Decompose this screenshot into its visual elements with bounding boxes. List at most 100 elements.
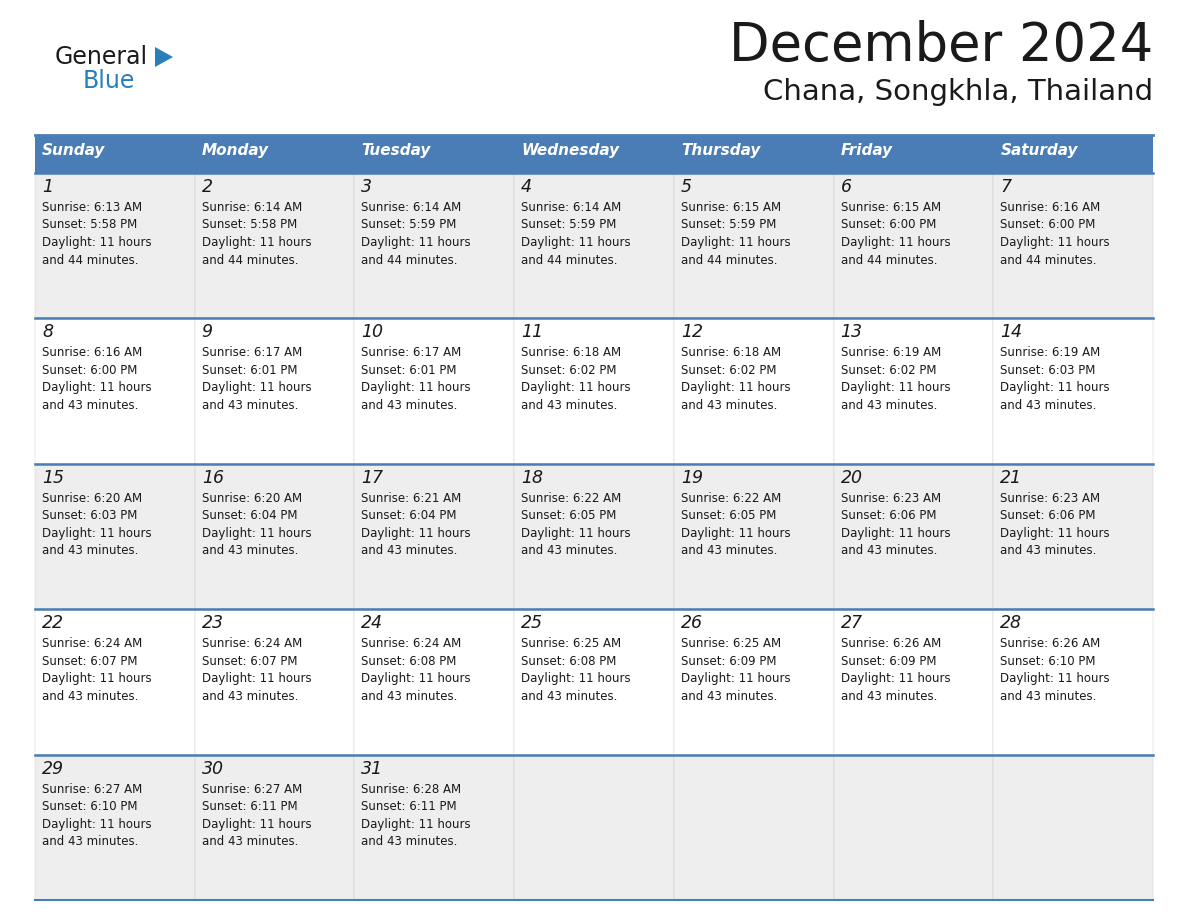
Text: 30: 30: [202, 759, 223, 778]
Text: Friday: Friday: [841, 143, 892, 158]
Bar: [354, 610, 514, 755]
Bar: [514, 755, 674, 900]
Text: Daylight: 11 hours: Daylight: 11 hours: [361, 381, 472, 395]
Bar: [354, 135, 514, 173]
Text: and 43 minutes.: and 43 minutes.: [681, 544, 777, 557]
Text: and 43 minutes.: and 43 minutes.: [202, 835, 298, 848]
Text: 26: 26: [681, 614, 703, 633]
Bar: [674, 464, 834, 610]
Text: Sunset: 6:10 PM: Sunset: 6:10 PM: [1000, 655, 1095, 667]
Text: Sunrise: 6:26 AM: Sunrise: 6:26 AM: [841, 637, 941, 650]
Text: Daylight: 11 hours: Daylight: 11 hours: [522, 527, 631, 540]
Text: and 43 minutes.: and 43 minutes.: [522, 544, 618, 557]
Text: 14: 14: [1000, 323, 1023, 341]
Text: 20: 20: [841, 469, 862, 487]
Bar: [993, 755, 1154, 900]
Text: Sunrise: 6:18 AM: Sunrise: 6:18 AM: [522, 346, 621, 360]
Text: Sunrise: 6:24 AM: Sunrise: 6:24 AM: [202, 637, 302, 650]
Text: Daylight: 11 hours: Daylight: 11 hours: [202, 381, 311, 395]
Text: 25: 25: [522, 614, 543, 633]
Bar: [34, 135, 195, 173]
Text: Daylight: 11 hours: Daylight: 11 hours: [841, 236, 950, 249]
Text: Sunset: 6:07 PM: Sunset: 6:07 PM: [202, 655, 297, 667]
Text: Sunset: 6:01 PM: Sunset: 6:01 PM: [361, 364, 457, 377]
Text: Sunrise: 6:19 AM: Sunrise: 6:19 AM: [841, 346, 941, 360]
Text: Daylight: 11 hours: Daylight: 11 hours: [361, 236, 472, 249]
Text: Sunset: 6:11 PM: Sunset: 6:11 PM: [202, 800, 297, 813]
Text: 27: 27: [841, 614, 862, 633]
Text: Sunset: 6:10 PM: Sunset: 6:10 PM: [42, 800, 138, 813]
Text: Chana, Songkhla, Thailand: Chana, Songkhla, Thailand: [763, 78, 1154, 106]
Text: Sunrise: 6:21 AM: Sunrise: 6:21 AM: [361, 492, 462, 505]
Text: Sunrise: 6:16 AM: Sunrise: 6:16 AM: [1000, 201, 1100, 214]
Text: Daylight: 11 hours: Daylight: 11 hours: [522, 381, 631, 395]
Text: Daylight: 11 hours: Daylight: 11 hours: [681, 381, 790, 395]
Text: 10: 10: [361, 323, 384, 341]
Text: Daylight: 11 hours: Daylight: 11 hours: [42, 236, 152, 249]
Text: Sunrise: 6:25 AM: Sunrise: 6:25 AM: [522, 637, 621, 650]
Text: Sunset: 6:03 PM: Sunset: 6:03 PM: [1000, 364, 1095, 377]
Bar: [674, 319, 834, 464]
Bar: [514, 319, 674, 464]
Text: Daylight: 11 hours: Daylight: 11 hours: [361, 527, 472, 540]
Text: Daylight: 11 hours: Daylight: 11 hours: [42, 818, 152, 831]
Text: Sunset: 5:59 PM: Sunset: 5:59 PM: [681, 218, 776, 231]
Text: Sunset: 6:08 PM: Sunset: 6:08 PM: [361, 655, 457, 667]
Text: 23: 23: [202, 614, 223, 633]
Text: 8: 8: [42, 323, 53, 341]
Text: and 43 minutes.: and 43 minutes.: [1000, 544, 1097, 557]
Text: 17: 17: [361, 469, 384, 487]
Text: Monday: Monday: [202, 143, 268, 158]
Text: Sunset: 6:09 PM: Sunset: 6:09 PM: [841, 655, 936, 667]
Bar: [195, 173, 354, 319]
Text: and 43 minutes.: and 43 minutes.: [1000, 689, 1097, 702]
Text: Daylight: 11 hours: Daylight: 11 hours: [1000, 236, 1110, 249]
Text: Sunrise: 6:17 AM: Sunrise: 6:17 AM: [361, 346, 462, 360]
Text: Sunrise: 6:19 AM: Sunrise: 6:19 AM: [1000, 346, 1100, 360]
Bar: [993, 319, 1154, 464]
Bar: [354, 173, 514, 319]
Bar: [195, 135, 354, 173]
Text: Daylight: 11 hours: Daylight: 11 hours: [841, 527, 950, 540]
Text: Sunset: 6:06 PM: Sunset: 6:06 PM: [841, 509, 936, 522]
Bar: [674, 135, 834, 173]
Text: Sunrise: 6:14 AM: Sunrise: 6:14 AM: [202, 201, 302, 214]
Text: Sunrise: 6:20 AM: Sunrise: 6:20 AM: [202, 492, 302, 505]
Text: and 44 minutes.: and 44 minutes.: [361, 253, 457, 266]
Text: and 43 minutes.: and 43 minutes.: [681, 399, 777, 412]
Text: Daylight: 11 hours: Daylight: 11 hours: [681, 527, 790, 540]
Text: and 44 minutes.: and 44 minutes.: [681, 253, 777, 266]
Text: Sunset: 6:08 PM: Sunset: 6:08 PM: [522, 655, 617, 667]
Bar: [34, 319, 195, 464]
Text: General: General: [55, 45, 148, 69]
Text: Sunset: 5:59 PM: Sunset: 5:59 PM: [361, 218, 457, 231]
Text: 22: 22: [42, 614, 64, 633]
Text: Sunset: 5:58 PM: Sunset: 5:58 PM: [42, 218, 138, 231]
Text: and 43 minutes.: and 43 minutes.: [202, 544, 298, 557]
Text: Sunday: Sunday: [42, 143, 106, 158]
Text: Sunrise: 6:23 AM: Sunrise: 6:23 AM: [841, 492, 941, 505]
Text: Sunrise: 6:25 AM: Sunrise: 6:25 AM: [681, 637, 781, 650]
Text: Sunrise: 6:26 AM: Sunrise: 6:26 AM: [1000, 637, 1100, 650]
Text: Sunrise: 6:24 AM: Sunrise: 6:24 AM: [42, 637, 143, 650]
Text: and 43 minutes.: and 43 minutes.: [841, 544, 937, 557]
Text: and 43 minutes.: and 43 minutes.: [42, 399, 138, 412]
Bar: [34, 755, 195, 900]
Text: 19: 19: [681, 469, 703, 487]
Text: Saturday: Saturday: [1000, 143, 1078, 158]
Bar: [834, 610, 993, 755]
Text: 28: 28: [1000, 614, 1023, 633]
Text: 2: 2: [202, 178, 213, 196]
Text: Daylight: 11 hours: Daylight: 11 hours: [681, 672, 790, 685]
Text: 11: 11: [522, 323, 543, 341]
Text: Sunset: 6:04 PM: Sunset: 6:04 PM: [202, 509, 297, 522]
Bar: [993, 610, 1154, 755]
Text: 15: 15: [42, 469, 64, 487]
Text: and 44 minutes.: and 44 minutes.: [202, 253, 298, 266]
Text: Sunrise: 6:15 AM: Sunrise: 6:15 AM: [681, 201, 781, 214]
Text: Daylight: 11 hours: Daylight: 11 hours: [361, 818, 472, 831]
Bar: [34, 173, 195, 319]
Text: Daylight: 11 hours: Daylight: 11 hours: [681, 236, 790, 249]
Bar: [834, 173, 993, 319]
Text: and 44 minutes.: and 44 minutes.: [42, 253, 139, 266]
